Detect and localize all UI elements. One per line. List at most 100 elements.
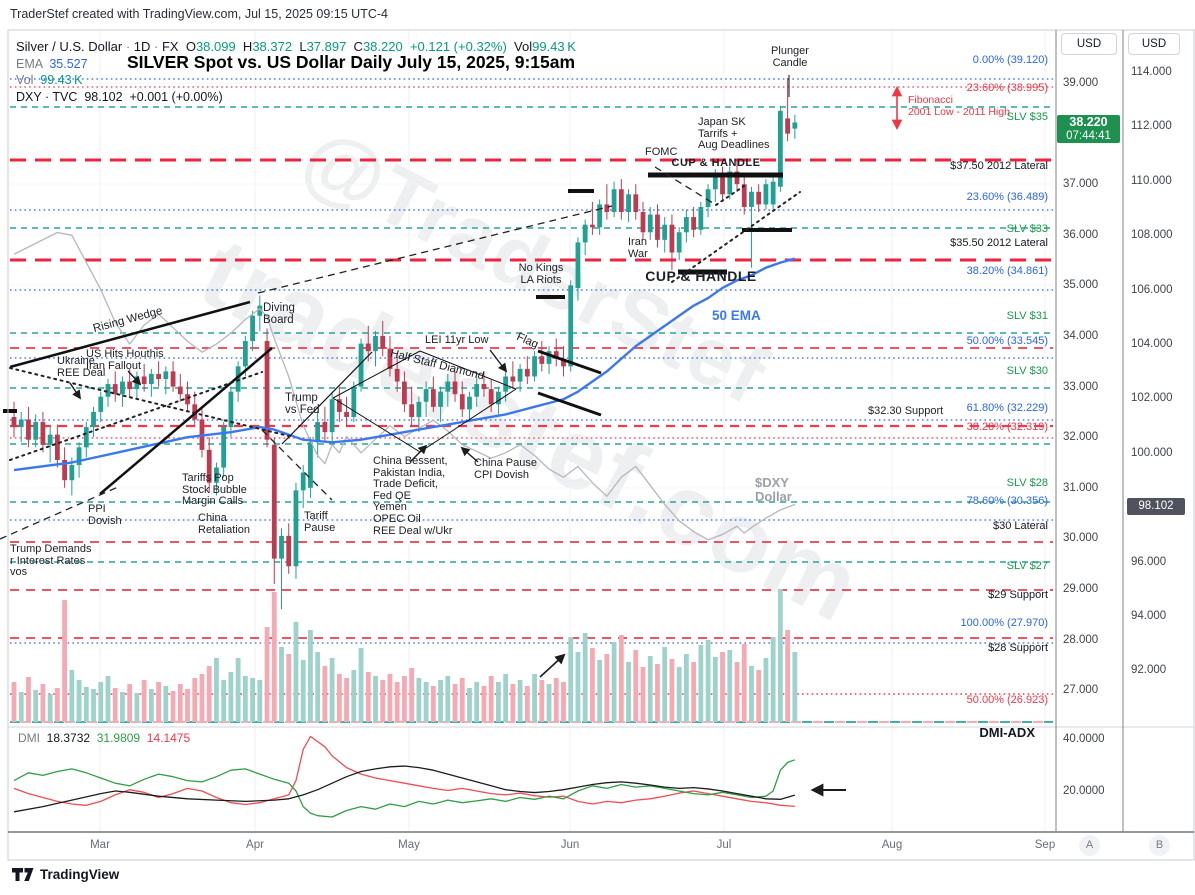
trump-vs-fed-label: Trump vs Fed (285, 392, 320, 416)
level-label: 50.00% (26.923) (966, 694, 1048, 706)
dmi-indicator-lines (13, 735, 796, 818)
month-label-apr: Apr (246, 839, 264, 851)
month-label-may: May (398, 839, 420, 851)
right-axis-tick: 100.000 (1131, 447, 1173, 459)
fomc-label: FOMC (645, 146, 678, 158)
gridlines (10, 31, 1053, 831)
scale-button-a[interactable]: A (1079, 835, 1100, 856)
china-retaliation-label: China Retaliation (198, 512, 250, 536)
dxy-dollar-label: $DXY Dollar (755, 475, 792, 504)
left-axis-tick: 39.000 (1063, 77, 1099, 89)
japan-sk-label: Japan SK Tarrifs + Aug Deadlines (698, 116, 770, 152)
trump-demands-label: Trump Demands r Interest Rates vos (10, 543, 92, 579)
horizontal-levels (10, 78, 1053, 723)
cup-handle-upper-label: CUP & HANDLE (671, 157, 761, 169)
level-label: SLV $31 (1006, 310, 1048, 322)
dxy-price-badge: 98.102 (1127, 498, 1185, 515)
chart-title: SILVER Spot vs. US Dollar Daily July 15,… (127, 52, 576, 72)
ukraine-ree-label: Ukraine REE Deal (57, 355, 106, 379)
left-axis-tick: 34.000 (1063, 330, 1099, 342)
left-axis-tick: 30.000 (1063, 532, 1099, 544)
right-axis-currency-box: USD (1128, 33, 1180, 55)
level-label: SLV $35 (1006, 111, 1048, 123)
left-axis-tick: 31.000 (1063, 482, 1099, 494)
left-axis-currency-box: USD (1061, 33, 1117, 55)
left-axis-tick: 27.000 (1063, 684, 1099, 696)
scale-button-b[interactable]: B (1149, 835, 1170, 856)
tradingview-logo[interactable]: TradingView (12, 867, 119, 882)
diving-board-label: Diving Board (263, 302, 295, 326)
left-axis-tick: 40.0000 (1063, 733, 1105, 745)
dmi-legend-row[interactable]: DMI 18.3732 31.9809 14.1475 (18, 731, 191, 745)
level-label: 78.60% (30.356) (966, 495, 1048, 507)
level-label: SLV $27 (1006, 560, 1048, 572)
left-axis-tick: 28.000 (1063, 634, 1099, 646)
right-axis-tick: 92.000 (1131, 664, 1167, 676)
right-axis-tick: 108.000 (1131, 229, 1173, 241)
legend-volume-row[interactable]: Vol 99.43 K (16, 73, 83, 87)
annotation-arrows (69, 85, 903, 797)
left-axis-tick: 33.000 (1063, 381, 1099, 393)
level-label: 23.60% (38.995) (966, 82, 1048, 94)
china-pause-label: China Pause CPI Dovish (474, 457, 537, 481)
level-label: SLV $30 (1006, 365, 1048, 377)
right-axis-tick: 104.000 (1131, 338, 1173, 350)
left-axis-tick: 36.000 (1063, 229, 1099, 241)
legend-dxy-row[interactable]: DXY · TVC 98.102 +0.001 (+0.00%) (16, 90, 223, 104)
left-axis-tick: 37.000 (1063, 178, 1099, 190)
level-label: 23.60% (36.489) (966, 191, 1048, 203)
iran-war-label: Iran War (628, 236, 648, 260)
month-label-mar: Mar (90, 839, 110, 851)
month-label-jun: Jun (560, 839, 580, 851)
right-axis-tick: 112.000 (1131, 120, 1172, 132)
credit-line: TraderStef created with TradingView.com,… (10, 7, 388, 21)
lei-low-label: LEI 11yr Low (425, 334, 489, 346)
level-label: 38.20% (34.861) (966, 265, 1048, 277)
month-label-aug: Aug (881, 839, 903, 851)
dxy-line (13, 231, 796, 541)
right-axis-tick: 110.000 (1131, 175, 1172, 187)
plunger-candle-label: Plunger Candle (771, 45, 809, 69)
no-kings-label: No Kings LA Riots (518, 262, 564, 286)
right-axis-tick: 96.000 (1131, 556, 1167, 568)
level-label: $29 Support (988, 589, 1048, 601)
last-price-badge: 38.220 07:44:41 (1057, 115, 1120, 143)
houthis-label: US Hits Houthis Iran Fallout (86, 348, 164, 372)
tradingview-logo-icon (12, 867, 34, 881)
level-label: $28 Support (988, 642, 1048, 654)
fibonacci-note: Fibonacci 2001 Low - 2011 High (908, 94, 1010, 118)
level-label: 0.00% (39.120) (972, 54, 1048, 66)
level-label: SLV $33 (1006, 223, 1048, 235)
ema50-label: 50 EMA (712, 308, 761, 323)
candles (11, 77, 798, 610)
right-axis-tick: 106.000 (1131, 284, 1173, 296)
tradingview-logo-text: TradingView (40, 867, 120, 882)
level-label: $30 Lateral (992, 520, 1048, 532)
cup-handle-lower-label: CUP & HANDLE (645, 268, 757, 284)
ema50-line (13, 257, 796, 472)
right-axis-tick: 114.000 (1131, 66, 1172, 78)
month-label-jul: Jul (716, 839, 732, 851)
trendline-drawings (0, 75, 801, 540)
left-axis-tick: 35.000 (1063, 279, 1099, 291)
legend-symbol-row[interactable]: Silver / U.S. Dollar · 1D · FX O38.099 H… (16, 39, 576, 54)
level-label: DMI-ADX (979, 725, 1035, 740)
support-3230-label: $32.30 Support (868, 405, 944, 417)
left-axis-tick: 20.0000 (1063, 785, 1105, 797)
level-label: $35.50 2012 Lateral (950, 237, 1048, 249)
level-label: 50.00% (33.545) (966, 335, 1048, 347)
tariff-pause-label: Tariff Pause (304, 510, 336, 534)
level-label: 61.80% (32.229) (966, 402, 1048, 414)
tariffs-pop-label: Tariffs Pop Stock Bubble Margin Calls (182, 472, 247, 508)
right-axis-tick: 94.000 (1131, 610, 1167, 622)
legend-ema-row[interactable]: EMA 35.527 (16, 56, 88, 71)
month-label-sep: Sep (1034, 839, 1056, 851)
left-axis-tick: 29.000 (1063, 583, 1099, 595)
volume-bars (11, 589, 798, 722)
china-bessent-label: China Bessent, Pakistan India, Trade Def… (373, 455, 453, 537)
level-label: 100.00% (27.970) (960, 617, 1048, 629)
level-label: $37.50 2012 Lateral (950, 160, 1048, 172)
right-axis-tick: 102.000 (1131, 392, 1173, 404)
